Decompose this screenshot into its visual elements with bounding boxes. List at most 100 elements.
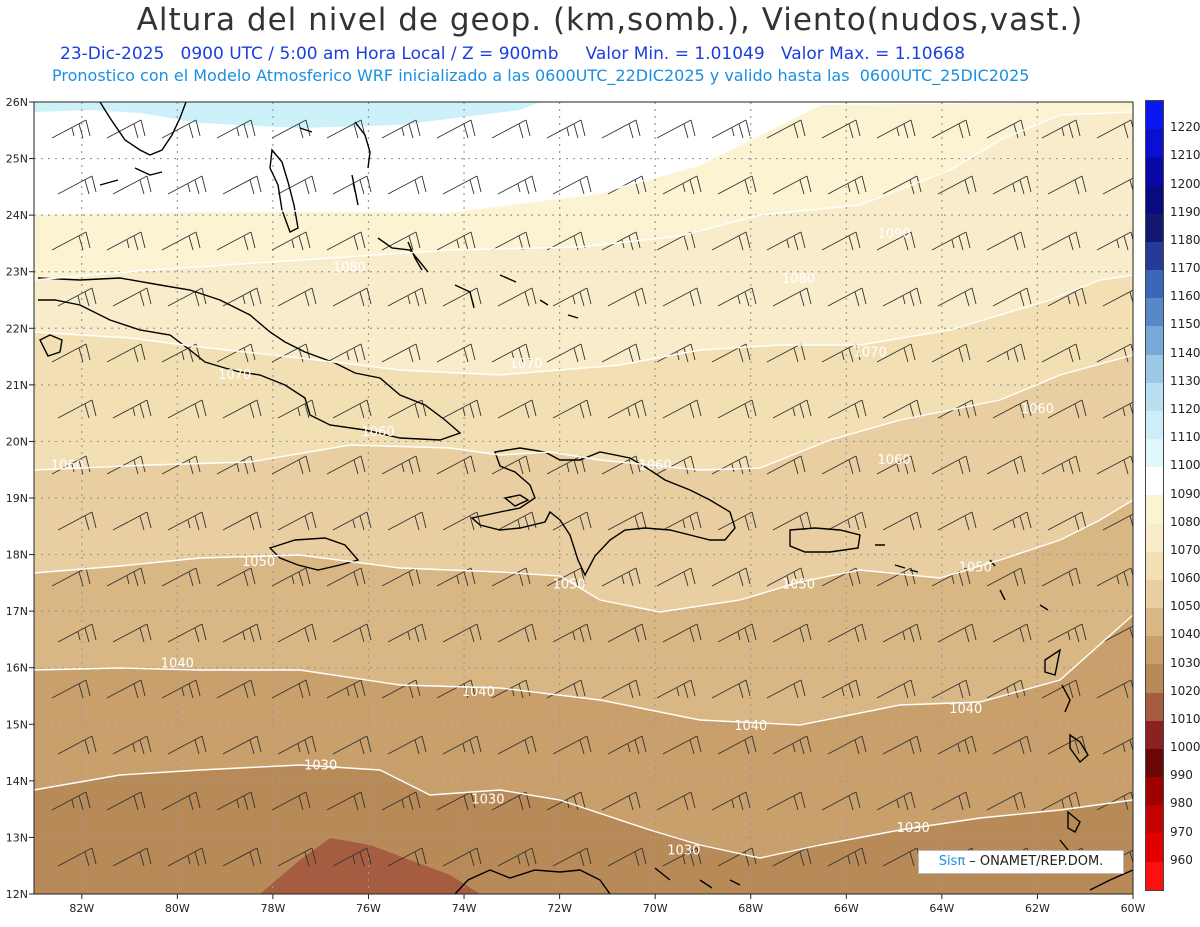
colorbar-label: 1070	[1170, 542, 1200, 557]
wind-barb	[57, 287, 97, 307]
wind-barb	[1041, 343, 1081, 363]
wind-barb	[326, 567, 366, 587]
wind-barb	[107, 904, 145, 922]
wind-barb	[662, 735, 702, 755]
lat-tick-label: 13N	[6, 831, 28, 844]
colorbar-label: 960	[1170, 852, 1193, 867]
contour-label: 1060	[51, 459, 84, 474]
colorbar-label: 1190	[1170, 204, 1200, 219]
colorbar-label: 1100	[1170, 458, 1200, 473]
map-title: Altura del nivel de geop. (km,somb.), Vi…	[136, 2, 1084, 38]
lat-tick-label: 19N	[6, 492, 28, 505]
colorbar-segment	[1146, 410, 1163, 440]
colorbar-label: 1220	[1170, 120, 1200, 135]
wind-barb	[662, 175, 702, 195]
wind-barb	[992, 287, 1032, 307]
wind-barb	[271, 679, 311, 699]
contour-label: 1060	[361, 425, 394, 440]
credit-org: – ONAMET/REP.DOM.	[965, 854, 1104, 869]
wind-barb	[271, 231, 311, 251]
wind-barb	[491, 119, 531, 139]
wind-barb	[51, 231, 91, 251]
colorbar-label: 1040	[1170, 627, 1200, 642]
wind-barb	[656, 567, 696, 587]
contour-label: 1030	[304, 759, 337, 774]
colorbar-label: 1090	[1170, 486, 1200, 501]
wind-barb	[986, 455, 1026, 475]
wind-barb	[106, 119, 146, 139]
wind-barb	[717, 399, 757, 419]
wind-barb	[711, 679, 751, 699]
coast-lesser-antilles	[989, 559, 1089, 851]
contour-label: 1070	[854, 346, 887, 361]
lon-tick-label: 76W	[356, 902, 381, 915]
wind-barb	[931, 343, 971, 363]
colorbar-label: 1030	[1170, 655, 1200, 670]
wind-barb	[497, 511, 537, 531]
wind-barb	[992, 623, 1032, 643]
contour-label: 1080	[333, 261, 366, 276]
wind-barb	[601, 791, 641, 811]
lon-tick-label: 62W	[1025, 902, 1050, 915]
wind-barb	[931, 455, 971, 475]
wind-barb	[222, 623, 262, 643]
wind-barb	[387, 399, 427, 419]
wind-barb	[766, 455, 806, 475]
wind-barb	[387, 847, 427, 867]
graticule-grid	[34, 102, 1133, 894]
wind-barb	[57, 175, 97, 195]
wind-barb	[332, 511, 372, 531]
wind-barb	[607, 399, 647, 419]
wind-barb	[112, 847, 152, 867]
wind-barb	[222, 735, 262, 755]
wind-barb	[986, 567, 1026, 587]
lat-tick-label: 18N	[6, 549, 28, 562]
wind-barb	[607, 623, 647, 643]
wind-barb	[217, 904, 255, 922]
wind-barb	[497, 623, 537, 643]
wind-barb	[876, 231, 916, 251]
wind-barb	[51, 343, 91, 363]
colorbar-label: 1150	[1170, 317, 1200, 332]
wind-barb	[1041, 455, 1081, 475]
wind-barb	[491, 343, 531, 363]
wind-barb	[1102, 737, 1133, 755]
wind-barb	[161, 119, 201, 139]
colorbar-segment	[1146, 833, 1163, 862]
coast-florida-keys	[99, 167, 163, 186]
wind-barb	[442, 735, 482, 755]
wind-barb	[497, 847, 537, 867]
colorbar-label: 1080	[1170, 514, 1200, 529]
wind-barb	[827, 623, 867, 643]
lat-tick-label: 23N	[6, 266, 28, 279]
contour-label: 1060	[878, 453, 911, 468]
wind-barb	[112, 175, 152, 195]
lon-tick-label: 82W	[69, 902, 94, 915]
wind-barb	[552, 175, 592, 195]
wind-barb	[332, 847, 372, 867]
wind-barb	[277, 847, 317, 867]
wind-barb	[387, 287, 427, 307]
wind-barb	[277, 623, 317, 643]
coast-isla-juventud	[39, 334, 63, 357]
wind-barb	[876, 455, 916, 475]
colorbar-segment	[1146, 748, 1163, 778]
wind-barb	[552, 399, 592, 419]
wind-barb	[1047, 175, 1087, 195]
colorbar-segment	[1146, 720, 1163, 749]
wind-barb	[387, 511, 427, 531]
lat-tick-label: 12N	[6, 888, 28, 901]
contour-label: 1050	[959, 561, 992, 576]
colorbar-segment	[1146, 861, 1163, 890]
wind-barb	[167, 623, 207, 643]
wind-barb	[986, 791, 1026, 811]
colorbar-label: 1120	[1170, 401, 1200, 416]
colorbar-segment	[1146, 382, 1163, 411]
wind-barb	[992, 511, 1032, 531]
wind-barb	[937, 623, 977, 643]
wind-barb	[876, 791, 916, 811]
wind-barb	[167, 175, 207, 195]
wind-barb	[167, 735, 207, 755]
wind-barb	[491, 567, 531, 587]
